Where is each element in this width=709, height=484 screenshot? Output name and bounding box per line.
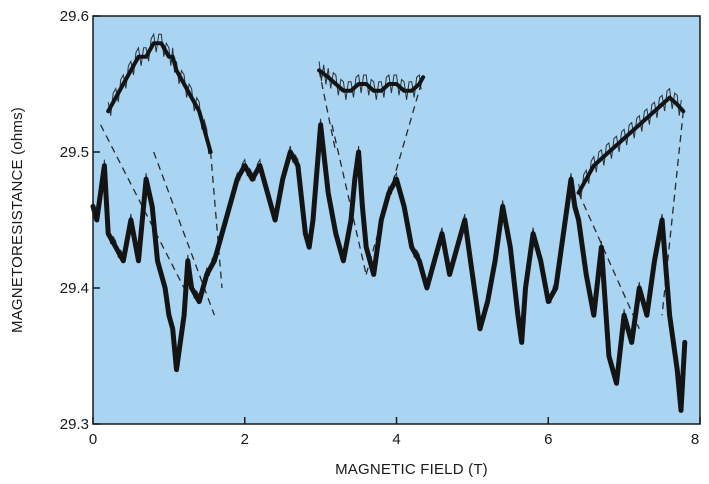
guide-line-6 [578, 192, 640, 330]
x-tick-label-0: 0 [89, 431, 97, 448]
series-1-oscillation [107, 32, 210, 155]
guide-line-2 [209, 151, 223, 289]
x-tick-label-3: 6 [544, 431, 552, 448]
y-axis-title: MAGNETORESISTANCE (ohms) [9, 107, 26, 333]
y-tick-label-3: 29.6 [60, 8, 89, 25]
y-axis: 29.3 29.4 29.5 29.6 [60, 8, 100, 433]
series-3-line [576, 95, 686, 195]
series-2-line [317, 68, 426, 93]
guide-line-4 [331, 124, 367, 275]
series-group [90, 32, 688, 413]
y-tick-label-1: 29.4 [60, 280, 89, 297]
x-tick-label-1: 2 [241, 431, 249, 448]
guide-line-3 [318, 70, 337, 153]
series-0-oscillation [92, 118, 684, 405]
x-tick-label-2: 4 [392, 431, 400, 448]
y-tick-label-2: 29.5 [60, 144, 89, 161]
series-2-oscillation [318, 61, 422, 100]
x-axis-title: MAGNETIC FIELD (T) [335, 461, 488, 478]
series-3-oscillation [578, 87, 682, 198]
x-axis: 0 2 4 6 8 [89, 417, 701, 448]
guide-line-0 [100, 124, 185, 289]
x-tick-label-4: 8 [691, 431, 699, 448]
y-tick-label-0: 29.3 [60, 416, 89, 433]
